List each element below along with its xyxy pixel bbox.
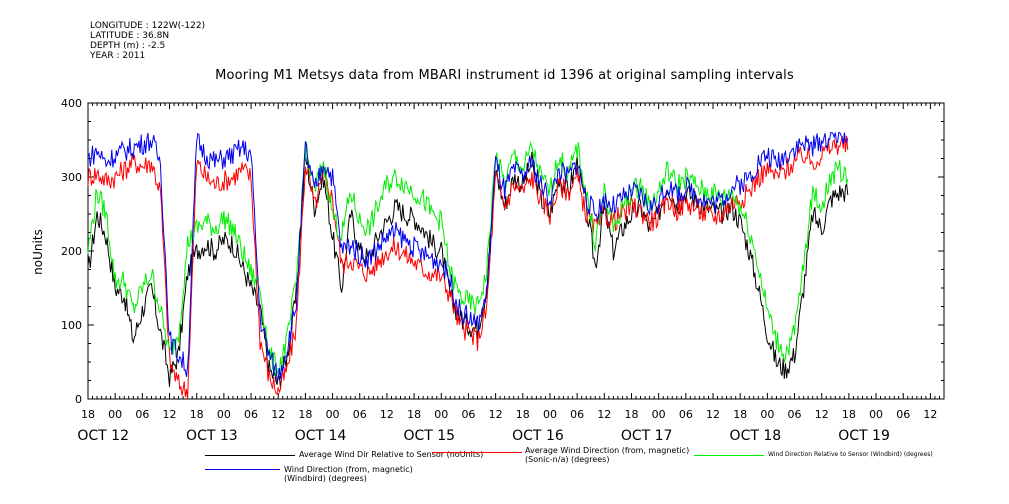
series-line-sonic — [87, 135, 849, 400]
station-metadata: LONGITUDE : 122W(-122) LATITUDE : 36.8N … — [90, 21, 205, 61]
series-line-windbird-rel — [87, 140, 849, 377]
chart-axes: 0 100 200 300 400 18 00 06 12 18 00 06 12 18 00 06 12 18 0… — [61, 97, 945, 444]
x-hour-label: 18 — [733, 408, 747, 421]
y-tick-label: 200 — [61, 245, 82, 258]
y-axis-label: noUnits — [31, 229, 45, 275]
latitude-text: LATITUDE : 36.8N — [90, 31, 170, 41]
x-hour-label: 00 — [434, 408, 448, 421]
x-hour-label: 18 — [81, 408, 95, 421]
y-tick-label: 300 — [61, 171, 82, 184]
x-day-label: OCT 18 — [730, 428, 782, 444]
x-hour-label: 12 — [380, 408, 394, 421]
x-hour-label: 00 — [869, 408, 883, 421]
x-hour-label: 12 — [815, 408, 829, 421]
y-tick-label: 0 — [75, 393, 82, 406]
x-hour-label: 18 — [624, 408, 638, 421]
x-hour-label: 18 — [190, 408, 204, 421]
x-hour-label: 18 — [842, 408, 856, 421]
longitude-text: LONGITUDE : 122W(-122) — [90, 21, 206, 31]
x-day-label: OCT 12 — [77, 428, 129, 444]
x-hour-label: 00 — [760, 408, 774, 421]
x-hour-label: 18 — [516, 408, 530, 421]
x-hour-label: 12 — [489, 408, 503, 421]
x-hour-label: 18 — [298, 408, 312, 421]
x-hour-label: 06 — [679, 408, 693, 421]
x-hour-label: 12 — [706, 408, 720, 421]
x-hour-label: 06 — [244, 408, 258, 421]
x-hour-label: 06 — [788, 408, 802, 421]
x-hour-label: 00 — [652, 408, 666, 421]
series-line-rel-sensor — [87, 151, 849, 388]
x-hour-label: 06 — [570, 408, 584, 421]
x-hour-label: 00 — [108, 408, 122, 421]
y-tick-label: 400 — [61, 97, 82, 110]
x-hour-label: 00 — [326, 408, 340, 421]
plot-frame — [87, 102, 945, 400]
year-text: YEAR : 2011 — [90, 51, 146, 61]
y-tick-label: 100 — [61, 319, 82, 332]
x-hour-label: 06 — [461, 408, 475, 421]
x-day-label: OCT 19 — [838, 428, 890, 444]
x-day-label: OCT 15 — [403, 428, 455, 444]
depth-text: DEPTH (m) : -2.5 — [90, 41, 166, 51]
x-hour-label: 06 — [135, 408, 149, 421]
x-hour-label: 06 — [896, 408, 910, 421]
chart-title: Mooring M1 Metsys data from MBARI instru… — [215, 68, 794, 83]
x-hour-label: 12 — [271, 408, 285, 421]
x-hour-label: 06 — [353, 408, 367, 421]
x-hour-label: 00 — [543, 408, 557, 421]
x-hour-label: 12 — [163, 408, 177, 421]
x-hour-label: 12 — [597, 408, 611, 421]
series-layer — [87, 132, 849, 400]
x-hour-label: 18 — [407, 408, 421, 421]
x-day-label: OCT 13 — [186, 428, 238, 444]
x-day-label: OCT 17 — [621, 428, 673, 444]
x-day-label: OCT 14 — [295, 428, 347, 444]
x-hour-label: 12 — [923, 408, 937, 421]
series-line-windbird-mag — [87, 132, 849, 382]
x-day-label: OCT 16 — [512, 428, 564, 444]
x-hour-label: 00 — [217, 408, 231, 421]
